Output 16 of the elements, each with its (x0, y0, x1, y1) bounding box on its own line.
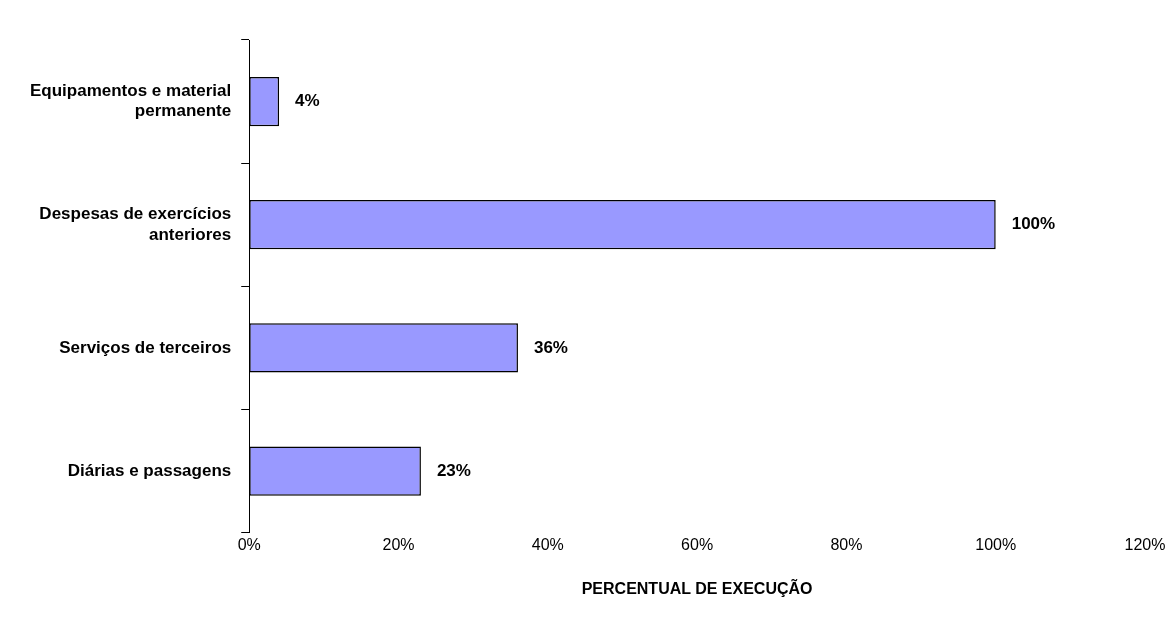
y-tick-label: Despesas de exercícios anteriores (39, 204, 232, 244)
data-label: 100% (1011, 214, 1056, 234)
x-tick-label: 80% (830, 535, 863, 553)
x-tick-label: 0% (237, 535, 261, 553)
y-tick-label: Serviços de terceiros (59, 337, 232, 357)
y-tick-label: Equipamentos e material permanente (29, 81, 232, 121)
y-tick-label: Diárias e passagens (67, 460, 232, 480)
x-tick-label: 120% (1124, 535, 1166, 553)
data-label: 4% (295, 91, 320, 111)
x-tick-label: 60% (681, 535, 714, 553)
x-tick-label: 100% (975, 535, 1017, 553)
data-label: 23% (436, 460, 471, 480)
x-tick-label: 20% (382, 535, 415, 553)
data-label: 36% (533, 337, 568, 357)
x-axis-title: PERCENTUAL DE EXECUÇÃO (581, 577, 813, 597)
x-tick-label: 40% (531, 535, 564, 553)
